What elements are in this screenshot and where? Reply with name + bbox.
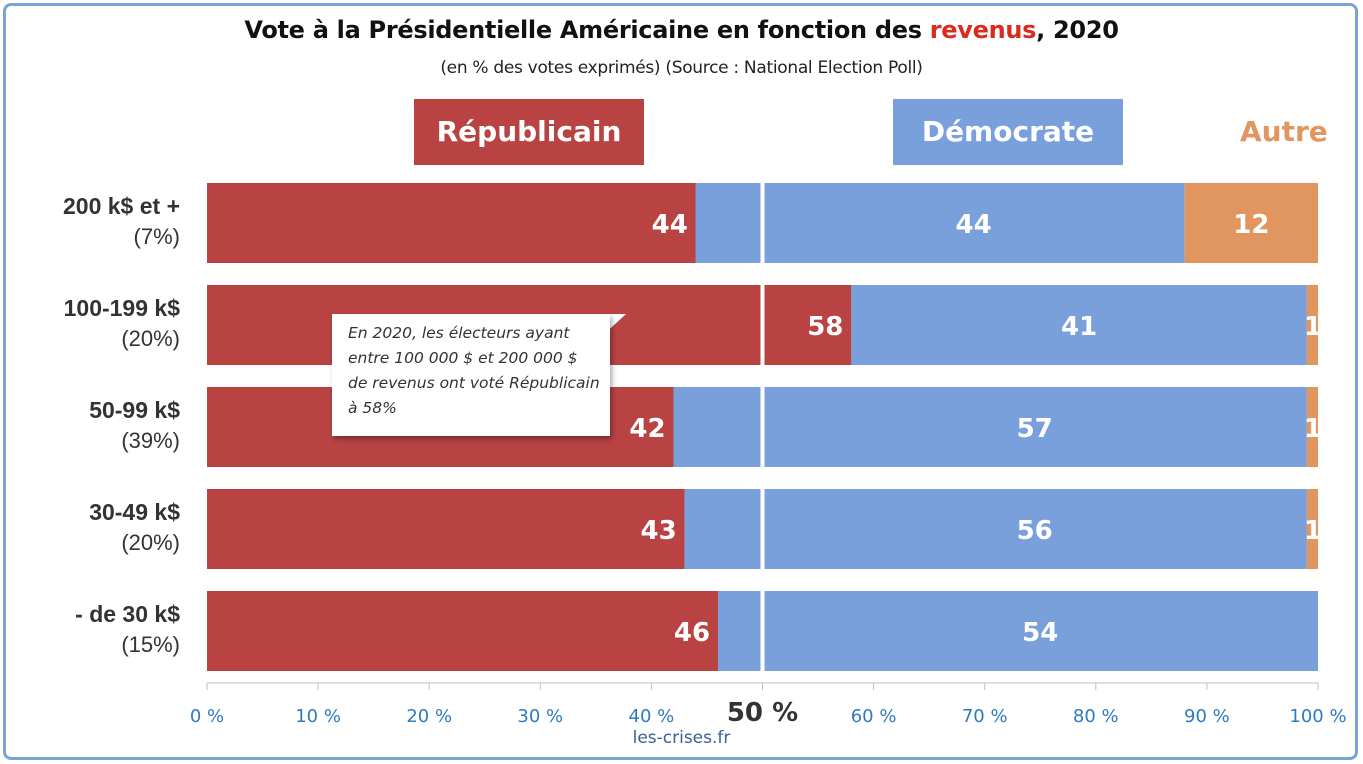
category-share: (7%) [133, 224, 180, 249]
category-label-2: 100-199 k$ (20%) [0, 295, 180, 352]
source-footer: les-crises.fr [632, 728, 731, 748]
label-democrate-4: 56 [1017, 516, 1053, 546]
x-tick-label-8: 80 % [1073, 706, 1119, 727]
x-tick-label-5: 50 % [727, 698, 798, 728]
midline-gap-4 [760, 488, 765, 570]
title-part-2: , 2020 [1036, 16, 1119, 44]
bar-gap-4 [684, 489, 763, 569]
bar-autre-3 [1306, 387, 1318, 467]
label-autre-4: 1 [1304, 516, 1322, 546]
label-republicain-2: 58 [807, 312, 843, 342]
label-democrate-1: 44 [955, 210, 991, 240]
label-republicain-5: 46 [674, 618, 710, 648]
bar-democrate-3 [673, 387, 1307, 467]
annotation-callout: En 2020, les électeurs ayant entre 100 0… [332, 314, 610, 436]
bar-republicain-4 [207, 489, 685, 569]
legend-republicain: Républicain [414, 99, 644, 165]
category-name: 200 k$ et + [62, 193, 180, 219]
label-autre-3: 1 [1304, 414, 1322, 444]
midline-gap-1 [760, 182, 765, 264]
bar-autre-2 [1306, 285, 1318, 365]
legend-autre: Autre [1240, 115, 1328, 148]
category-share: (20%) [121, 530, 180, 555]
chart-title: Vote à la Présidentielle Américaine en f… [0, 16, 1363, 44]
midline-gap-5 [760, 590, 765, 672]
chart-subtitle: (en % des votes exprimés) (Source : Nati… [440, 58, 923, 78]
category-label-3: 50-99 k$ (39%) [0, 397, 180, 454]
x-tick-label-10: 100 % [1289, 706, 1346, 727]
x-tick-label-0: 0 % [190, 706, 224, 727]
label-autre-1: 12 [1233, 210, 1269, 240]
category-share: (20%) [121, 326, 180, 351]
category-label-1: 200 k$ et + (7%) [0, 193, 180, 250]
x-tick-label-6: 60 % [851, 706, 897, 727]
bar-democrate-1 [695, 183, 1185, 263]
bar-gap-1 [695, 183, 763, 263]
midline-gap-3 [760, 386, 765, 468]
bar-autre-1 [1184, 183, 1318, 263]
bar-gap-3 [673, 387, 763, 467]
category-name: - de 30 k$ [75, 601, 180, 627]
label-republicain-4: 43 [641, 516, 677, 546]
bar-democrate-5 [718, 591, 1318, 671]
category-name: 50-99 k$ [89, 397, 180, 423]
bar-gap-5 [718, 591, 763, 671]
label-democrate-5: 54 [1022, 618, 1058, 648]
x-tick-label-1: 10 % [295, 706, 341, 727]
bar-democrate-2 [851, 285, 1307, 365]
category-label-4: 30-49 k$ (20%) [0, 499, 180, 556]
bar-autre-4 [1306, 489, 1318, 569]
category-label-5: - de 30 k$ (15%) [0, 601, 180, 658]
legend-democrate: Démocrate [893, 99, 1123, 165]
bar-democrate-4 [684, 489, 1307, 569]
x-tick-label-4: 40 % [629, 706, 675, 727]
title-highlight: revenus [929, 16, 1037, 44]
category-share: (39%) [121, 428, 180, 453]
label-democrate-2: 41 [1061, 312, 1097, 342]
category-share: (15%) [121, 632, 180, 657]
category-name: 100-199 k$ [63, 295, 180, 321]
x-tick-label-9: 90 % [1184, 706, 1230, 727]
x-tick-label-7: 70 % [962, 706, 1008, 727]
label-republicain-1: 44 [652, 210, 688, 240]
bar-republicain-1 [207, 183, 696, 263]
label-democrate-3: 57 [1017, 414, 1053, 444]
label-autre-2: 1 [1304, 312, 1322, 342]
category-name: 30-49 k$ [89, 499, 180, 525]
title-part-1: Vote à la Présidentielle Américaine en f… [244, 16, 930, 44]
bar-republicain-5 [207, 591, 719, 671]
label-republicain-3: 42 [629, 414, 665, 444]
x-tick-label-2: 20 % [406, 706, 452, 727]
x-tick-label-3: 30 % [517, 706, 563, 727]
midline-gap-2 [760, 284, 765, 366]
